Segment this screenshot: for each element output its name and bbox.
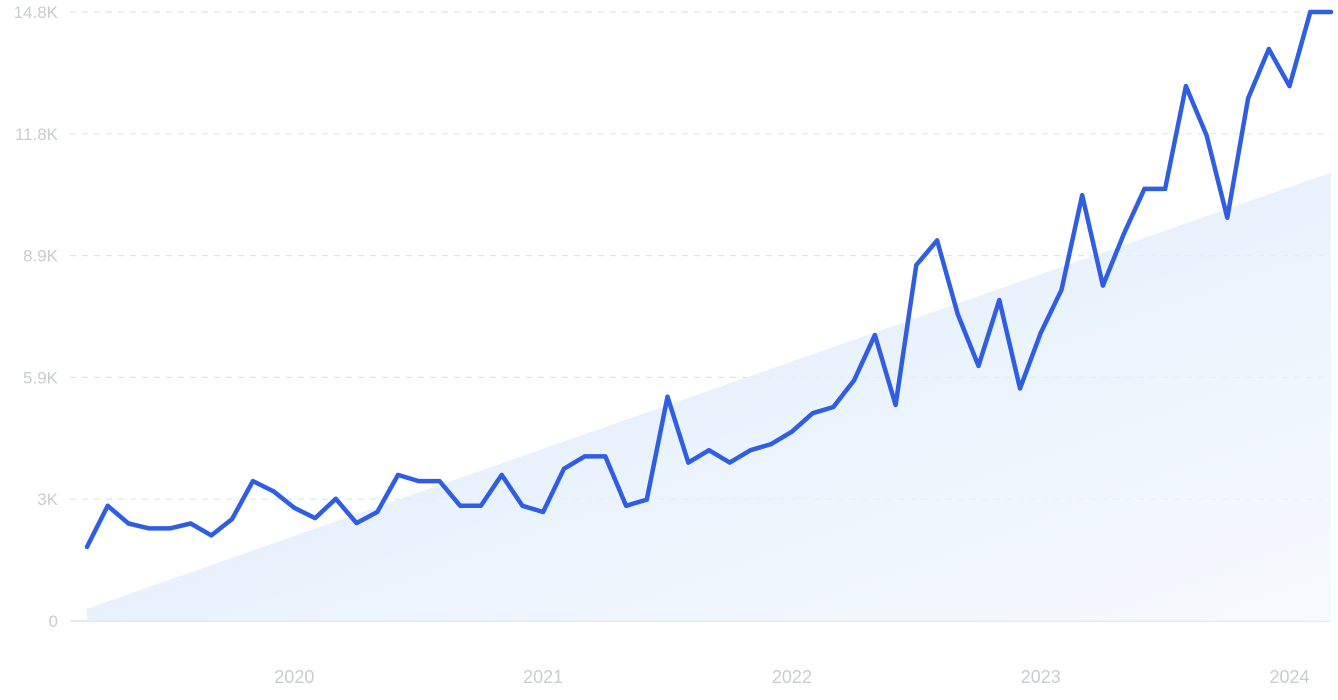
data-point (167, 526, 172, 531)
data-point (997, 298, 1002, 302)
data-point (499, 472, 504, 477)
data-point (644, 497, 649, 502)
data-point (624, 503, 629, 508)
data-point (935, 238, 940, 243)
y-axis-ticks: 0 3K 5.9K 8.9K 11.8K 14.8K (14, 3, 59, 631)
data-point (375, 510, 380, 514)
x-tick-label: 2024 (1270, 667, 1310, 687)
trend-area-fill (87, 172, 1331, 621)
data-point (561, 466, 566, 471)
y-tick-label: 8.9K (23, 247, 59, 266)
data-point (893, 403, 898, 407)
x-tick-label: 2020 (274, 667, 314, 687)
data-point (230, 517, 235, 521)
data-point (1100, 283, 1105, 288)
data-point (105, 503, 110, 508)
data-point (1121, 232, 1126, 237)
y-tick-label: 0 (49, 612, 58, 631)
data-point (271, 489, 276, 494)
data-point (292, 505, 297, 510)
data-point (209, 533, 214, 538)
data-point (354, 521, 359, 526)
data-point (1163, 186, 1168, 191)
data-point (520, 503, 525, 508)
data-point (1142, 186, 1147, 191)
data-point (831, 405, 836, 409)
data-point (458, 503, 463, 508)
data-point (976, 363, 981, 368)
data-point (1287, 84, 1292, 89)
data-point (914, 263, 919, 268)
data-point (126, 521, 131, 526)
data-point (727, 460, 732, 465)
data-point (1204, 133, 1209, 138)
data-point (85, 544, 89, 549)
data-point (1018, 386, 1022, 391)
series (84, 9, 1334, 550)
data-point (1183, 84, 1188, 89)
data-point (955, 312, 960, 317)
data-point (1038, 331, 1043, 335)
data-point (686, 460, 691, 465)
data-point (789, 429, 794, 434)
data-point (250, 479, 255, 484)
data-point (707, 448, 711, 453)
trend-area (87, 172, 1331, 621)
data-point (478, 503, 483, 508)
data-point (665, 394, 670, 399)
x-tick-label: 2021 (523, 667, 563, 687)
data-point (396, 472, 400, 477)
data-point (852, 378, 857, 383)
data-point (582, 454, 587, 459)
y-tick-label: 3K (37, 490, 58, 509)
data-point (1266, 47, 1271, 51)
x-tick-label: 2022 (772, 667, 812, 687)
data-point (603, 454, 608, 459)
data-point (1225, 215, 1230, 220)
data-point (333, 496, 338, 501)
data-point (1308, 10, 1313, 14)
y-tick-label: 14.8K (14, 3, 59, 22)
data-point (1080, 193, 1085, 198)
data-point (872, 333, 877, 337)
data-point (313, 516, 318, 521)
data-point (748, 448, 753, 453)
y-tick-label: 5.9K (23, 368, 59, 387)
data-point (1329, 10, 1333, 14)
data-point (437, 479, 442, 484)
data-point (769, 442, 774, 447)
data-point (810, 411, 815, 416)
data-point (1059, 287, 1064, 292)
data-point (188, 521, 193, 526)
data-point (1246, 96, 1251, 101)
data-point (541, 510, 546, 514)
data-point (416, 479, 421, 484)
data-point (147, 526, 152, 531)
y-tick-label: 11.8K (15, 125, 59, 144)
x-axis-ticks: 2020 2021 2022 2023 2024 (274, 667, 1309, 687)
x-tick-label: 2023 (1021, 667, 1061, 687)
